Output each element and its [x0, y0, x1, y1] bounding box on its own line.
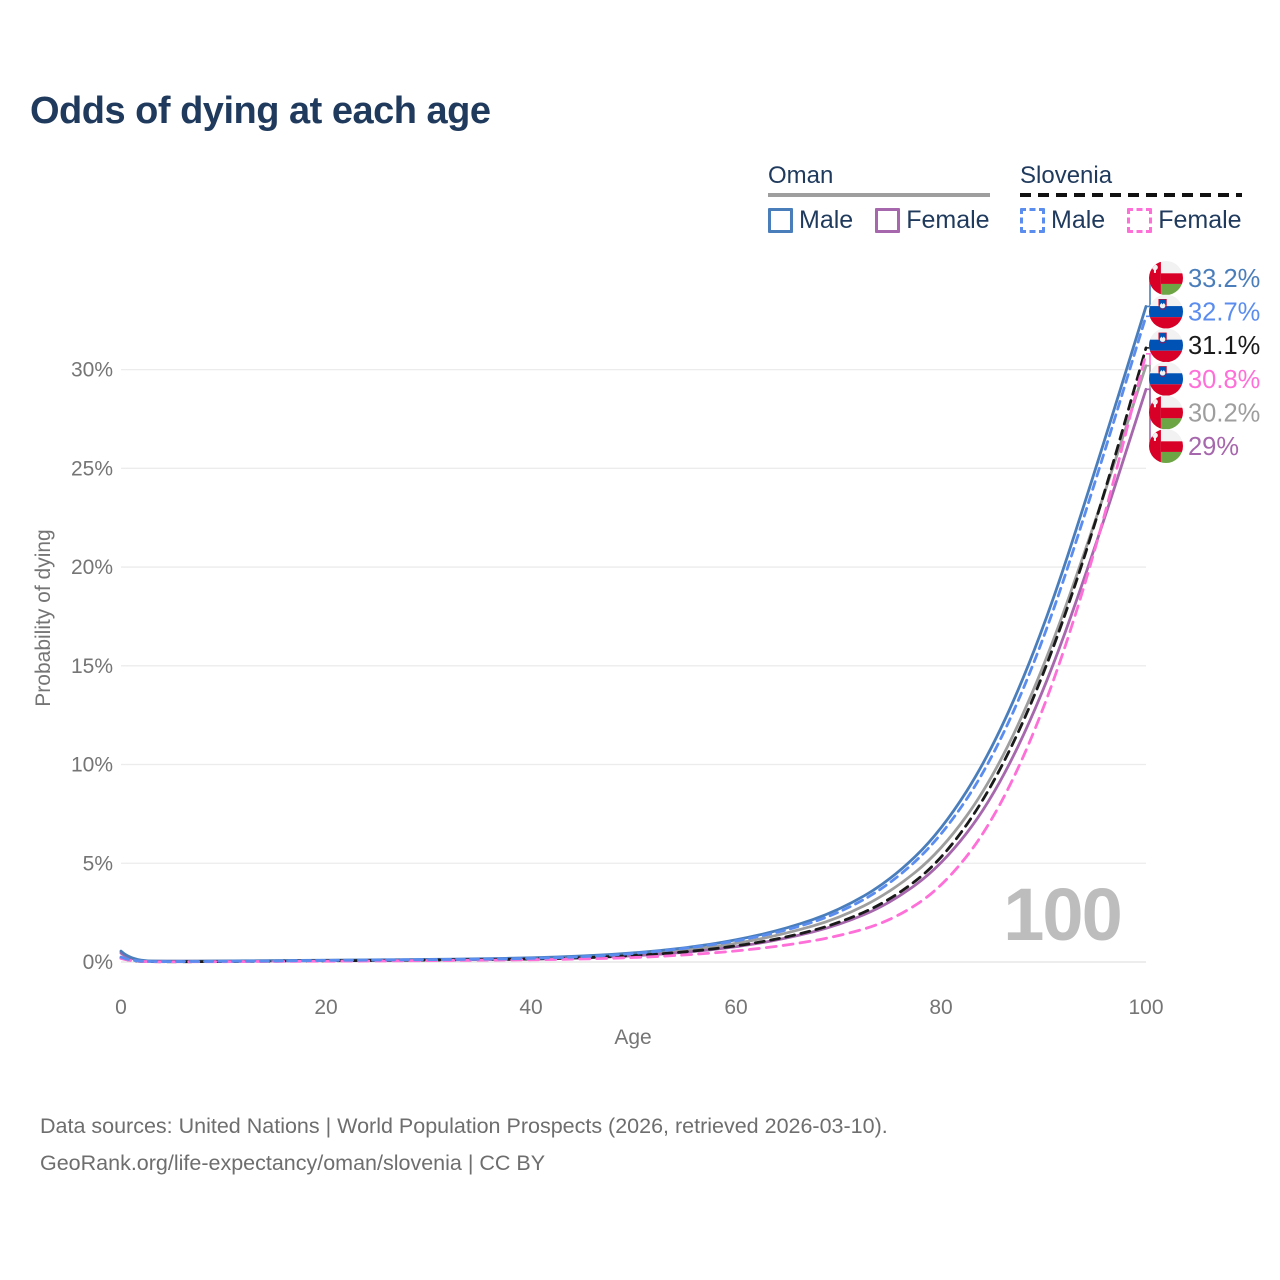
legend-country-slovenia: Slovenia [1020, 162, 1113, 189]
x-tick-label: 60 [724, 996, 747, 1019]
legend-group-oman: Oman Male Female [768, 162, 990, 235]
x-axis-title: Age [614, 1026, 652, 1049]
x-tick-label: 80 [929, 996, 952, 1019]
oman-flag-icon [1149, 429, 1183, 463]
legend-item-slovenia-male[interactable]: Male [1020, 206, 1105, 235]
end-value-labels: 33.2% 32.7% 31.1% 30.8% 30.2% 29% [1149, 261, 1260, 463]
y-axis-title: Probability of dying [32, 529, 55, 707]
y-tick-label: 10% [71, 754, 113, 777]
legend-label: Male [799, 206, 854, 234]
x-axis-tick-labels: 0 20 40 60 80 100 [115, 996, 1163, 1019]
series-line-oman_female[interactable] [119, 387, 1148, 963]
series-line-slovenia_total[interactable] [119, 346, 1148, 964]
series-line-slovenia_female[interactable] [119, 352, 1148, 964]
slovenia-flag-icon [1149, 328, 1183, 362]
oman-flag-icon [1149, 395, 1183, 429]
page-title: Odds of dying at each age [30, 90, 491, 132]
slovenia-flag-icon [1149, 295, 1183, 329]
end-value-label: 29% [1188, 433, 1239, 461]
end-value-label: 30.2% [1188, 399, 1260, 427]
slovenia-female-swatch-icon [1127, 208, 1153, 233]
y-tick-label: 15% [71, 655, 113, 678]
oman-solid-line-sample [768, 193, 990, 197]
x-tick-label: 40 [519, 996, 542, 1019]
end-value-label: 30.8% [1188, 366, 1260, 394]
legend-label: Male [1051, 206, 1106, 234]
oman-male-swatch-icon [768, 208, 793, 233]
legend-label: Female [906, 206, 990, 234]
y-tick-label: 25% [71, 457, 113, 480]
y-tick-label: 5% [83, 852, 113, 875]
oman-flag-icon [1149, 261, 1183, 295]
gridlines [121, 368, 1146, 963]
legend-item-oman-female[interactable]: Female [875, 206, 990, 235]
slovenia-flag-icon [1149, 362, 1183, 396]
oman-female-swatch-icon [875, 208, 901, 233]
legend-group-slovenia: Slovenia Male Female [1020, 162, 1242, 235]
legend-label: Female [1158, 206, 1242, 234]
series-line-oman_total[interactable] [119, 364, 1148, 963]
legend-item-oman-male[interactable]: Male [768, 206, 853, 235]
y-tick-label: 0% [83, 951, 113, 974]
data-series-lines [119, 305, 1148, 964]
x-tick-label: 0 [115, 996, 127, 1019]
y-axis-tick-labels: 0% 5% 10% 15% 20% 25% 30% [71, 359, 113, 974]
data-sources-line: Data sources: United Nations | World Pop… [40, 1114, 888, 1138]
legend-country-oman: Oman [768, 162, 834, 189]
source-url-line: GeoRank.org/life-expectancy/oman/sloveni… [40, 1151, 546, 1175]
end-value-label: 32.7% [1188, 299, 1260, 327]
y-tick-label: 20% [71, 556, 113, 579]
y-tick-label: 30% [71, 359, 113, 382]
legend-item-slovenia-female[interactable]: Female [1127, 206, 1242, 235]
series-line-slovenia_male[interactable] [119, 314, 1148, 963]
current-age-watermark: 100 [1003, 873, 1122, 956]
slovenia-dashed-line-sample [1020, 193, 1242, 197]
end-value-label: 31.1% [1188, 332, 1260, 360]
x-tick-label: 100 [1128, 996, 1163, 1019]
x-tick-label: 20 [314, 996, 337, 1019]
end-value-label: 33.2% [1188, 265, 1260, 293]
slovenia-male-swatch-icon [1020, 208, 1045, 233]
footer-attribution: Data sources: United Nations | World Pop… [40, 1108, 888, 1182]
